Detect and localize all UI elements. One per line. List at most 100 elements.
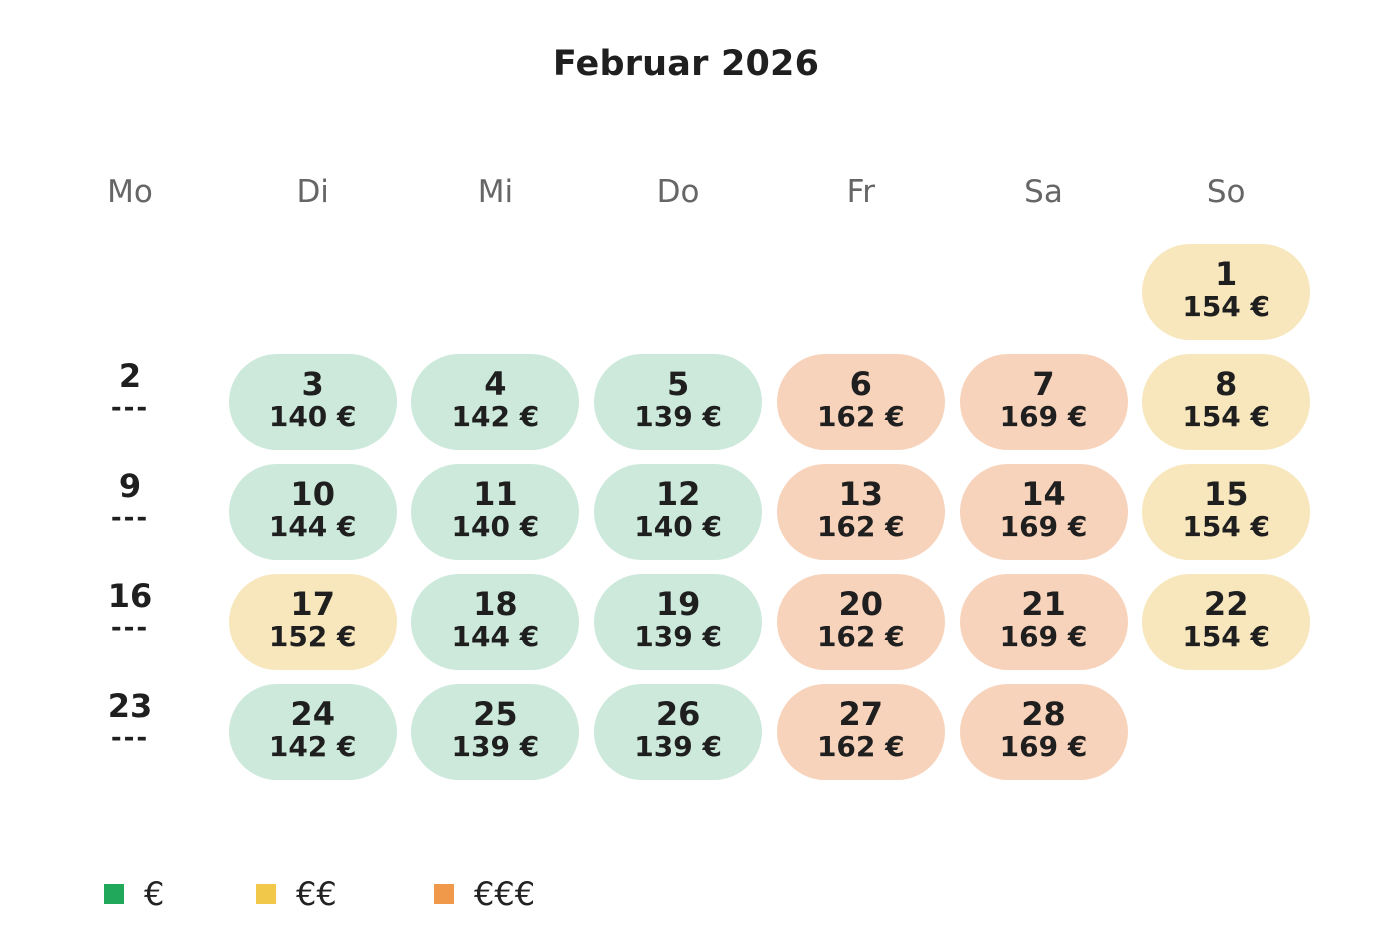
day-number: 28 [1021,695,1066,733]
day-price: 162 € [816,510,905,543]
day-number: 12 [655,475,701,513]
day-cell-21[interactable]: 21 169 € [959,574,1128,670]
day-cell-24[interactable]: 24 142 € [228,684,397,780]
day-price: 142 € [451,400,540,433]
day-cell-7[interactable]: 7 169 € [959,354,1128,450]
day-cell-19[interactable]: 19 139 € [594,574,763,670]
day-number: 3 [301,365,324,403]
day-price: 169 € [999,730,1088,763]
day-price: 140 € [451,510,540,543]
day-price: 169 € [999,620,1088,653]
legend-swatch [256,884,276,904]
day-price: 154 € [1182,400,1271,433]
day-price: 144 € [451,620,540,653]
day-cell-8[interactable]: 8 154 € [1142,354,1311,450]
day-cell-2: 2 --- [46,354,214,450]
day-cell-14[interactable]: 14 169 € [959,464,1128,560]
day-cell-13[interactable]: 13 162 € [776,464,945,560]
day-number: 24 [290,695,335,733]
day-price: 154 € [1182,290,1271,323]
day-cell-26[interactable]: 26 139 € [594,684,763,780]
day-number: 19 [655,585,701,623]
day-cell-20[interactable]: 20 162 € [776,574,945,670]
day-number: 9 [118,467,142,505]
day-number: 14 [1021,475,1066,513]
day-cell-6[interactable]: 6 162 € [776,354,945,450]
day-price: 154 € [1182,510,1271,543]
legend-item-1: € [104,872,164,916]
legend-item-3: €€€ [434,872,535,916]
day-price: 152 € [268,620,357,653]
weekday-mi: Mi [477,174,514,210]
day-number: 13 [838,475,884,513]
day-number: 11 [473,475,518,513]
day-cell-1[interactable]: 1 154 € [1142,244,1311,340]
day-cell-25[interactable]: 25 139 € [411,684,580,780]
price-legend: € €€ €€€ [104,872,704,916]
day-number: 23 [107,687,153,725]
calendar-title: Februar 2026 [552,44,820,84]
day-number: 10 [290,475,335,513]
day-number: 20 [838,585,884,623]
day-number: 16 [107,577,153,615]
day-price: 140 € [634,510,722,543]
day-price: --- [110,503,150,533]
day-price: 162 € [816,400,905,433]
weekday-so: So [1206,174,1246,210]
weekday-sa: Sa [1024,174,1063,210]
day-price: 162 € [816,730,905,763]
day-cell-16: 16 --- [46,574,214,670]
day-number: 8 [1215,365,1238,403]
legend-label: € [144,875,165,913]
day-number: 22 [1203,585,1249,623]
day-price: --- [110,393,150,423]
legend-swatch [104,884,124,904]
day-price: 139 € [634,400,722,433]
day-price: 162 € [816,620,905,653]
day-price: 139 € [451,730,540,763]
day-number: 4 [484,365,507,403]
day-number: 7 [1032,365,1055,403]
weekday-mo: Mo [107,174,153,210]
weekday-do: Do [656,174,700,210]
day-cell-17[interactable]: 17 152 € [228,574,397,670]
legend-item-2: €€ [256,872,337,916]
day-cell-11[interactable]: 11 140 € [411,464,580,560]
day-price: 139 € [634,620,722,653]
day-cell-15[interactable]: 15 154 € [1142,464,1311,560]
legend-label: €€ [296,875,337,913]
day-number: 27 [838,695,884,733]
day-cell-3[interactable]: 3 140 € [228,354,397,450]
day-price: 169 € [999,400,1088,433]
day-cell-9: 9 --- [46,464,214,560]
day-price: 140 € [268,400,357,433]
day-price: 154 € [1182,620,1271,653]
day-cell-12[interactable]: 12 140 € [594,464,763,560]
day-cell-18[interactable]: 18 144 € [411,574,580,670]
legend-label: €€€ [474,875,536,913]
day-price: 169 € [999,510,1088,543]
day-number: 21 [1021,585,1066,623]
legend-swatch [434,884,454,904]
day-price: 144 € [268,510,357,543]
day-number: 25 [473,695,518,733]
day-cell-22[interactable]: 22 154 € [1142,574,1311,670]
day-price: 142 € [268,730,357,763]
day-cell-28[interactable]: 28 169 € [959,684,1128,780]
weekday-header-row: Mo Di Mi Do Fr Sa So [46,174,1326,220]
day-cell-5[interactable]: 5 139 € [594,354,763,450]
day-number: 15 [1203,475,1249,513]
calendar-grid: 1 154 €2 --- 3 140 €4 142 €5 139 €6 162 €7 169 €… [46,244,1326,784]
day-cell-10[interactable]: 10 144 € [228,464,397,560]
day-number: 6 [849,365,872,403]
day-cell-27[interactable]: 27 162 € [776,684,945,780]
day-price: 139 € [634,730,722,763]
weekday-di: Di [296,174,329,210]
day-price: --- [110,723,150,753]
day-number: 17 [290,585,335,623]
day-number: 5 [666,365,690,403]
day-cell-4[interactable]: 4 142 € [411,354,580,450]
day-number: 26 [655,695,701,733]
weekday-fr: Fr [846,174,875,210]
day-cell-23: 23 --- [46,684,214,780]
